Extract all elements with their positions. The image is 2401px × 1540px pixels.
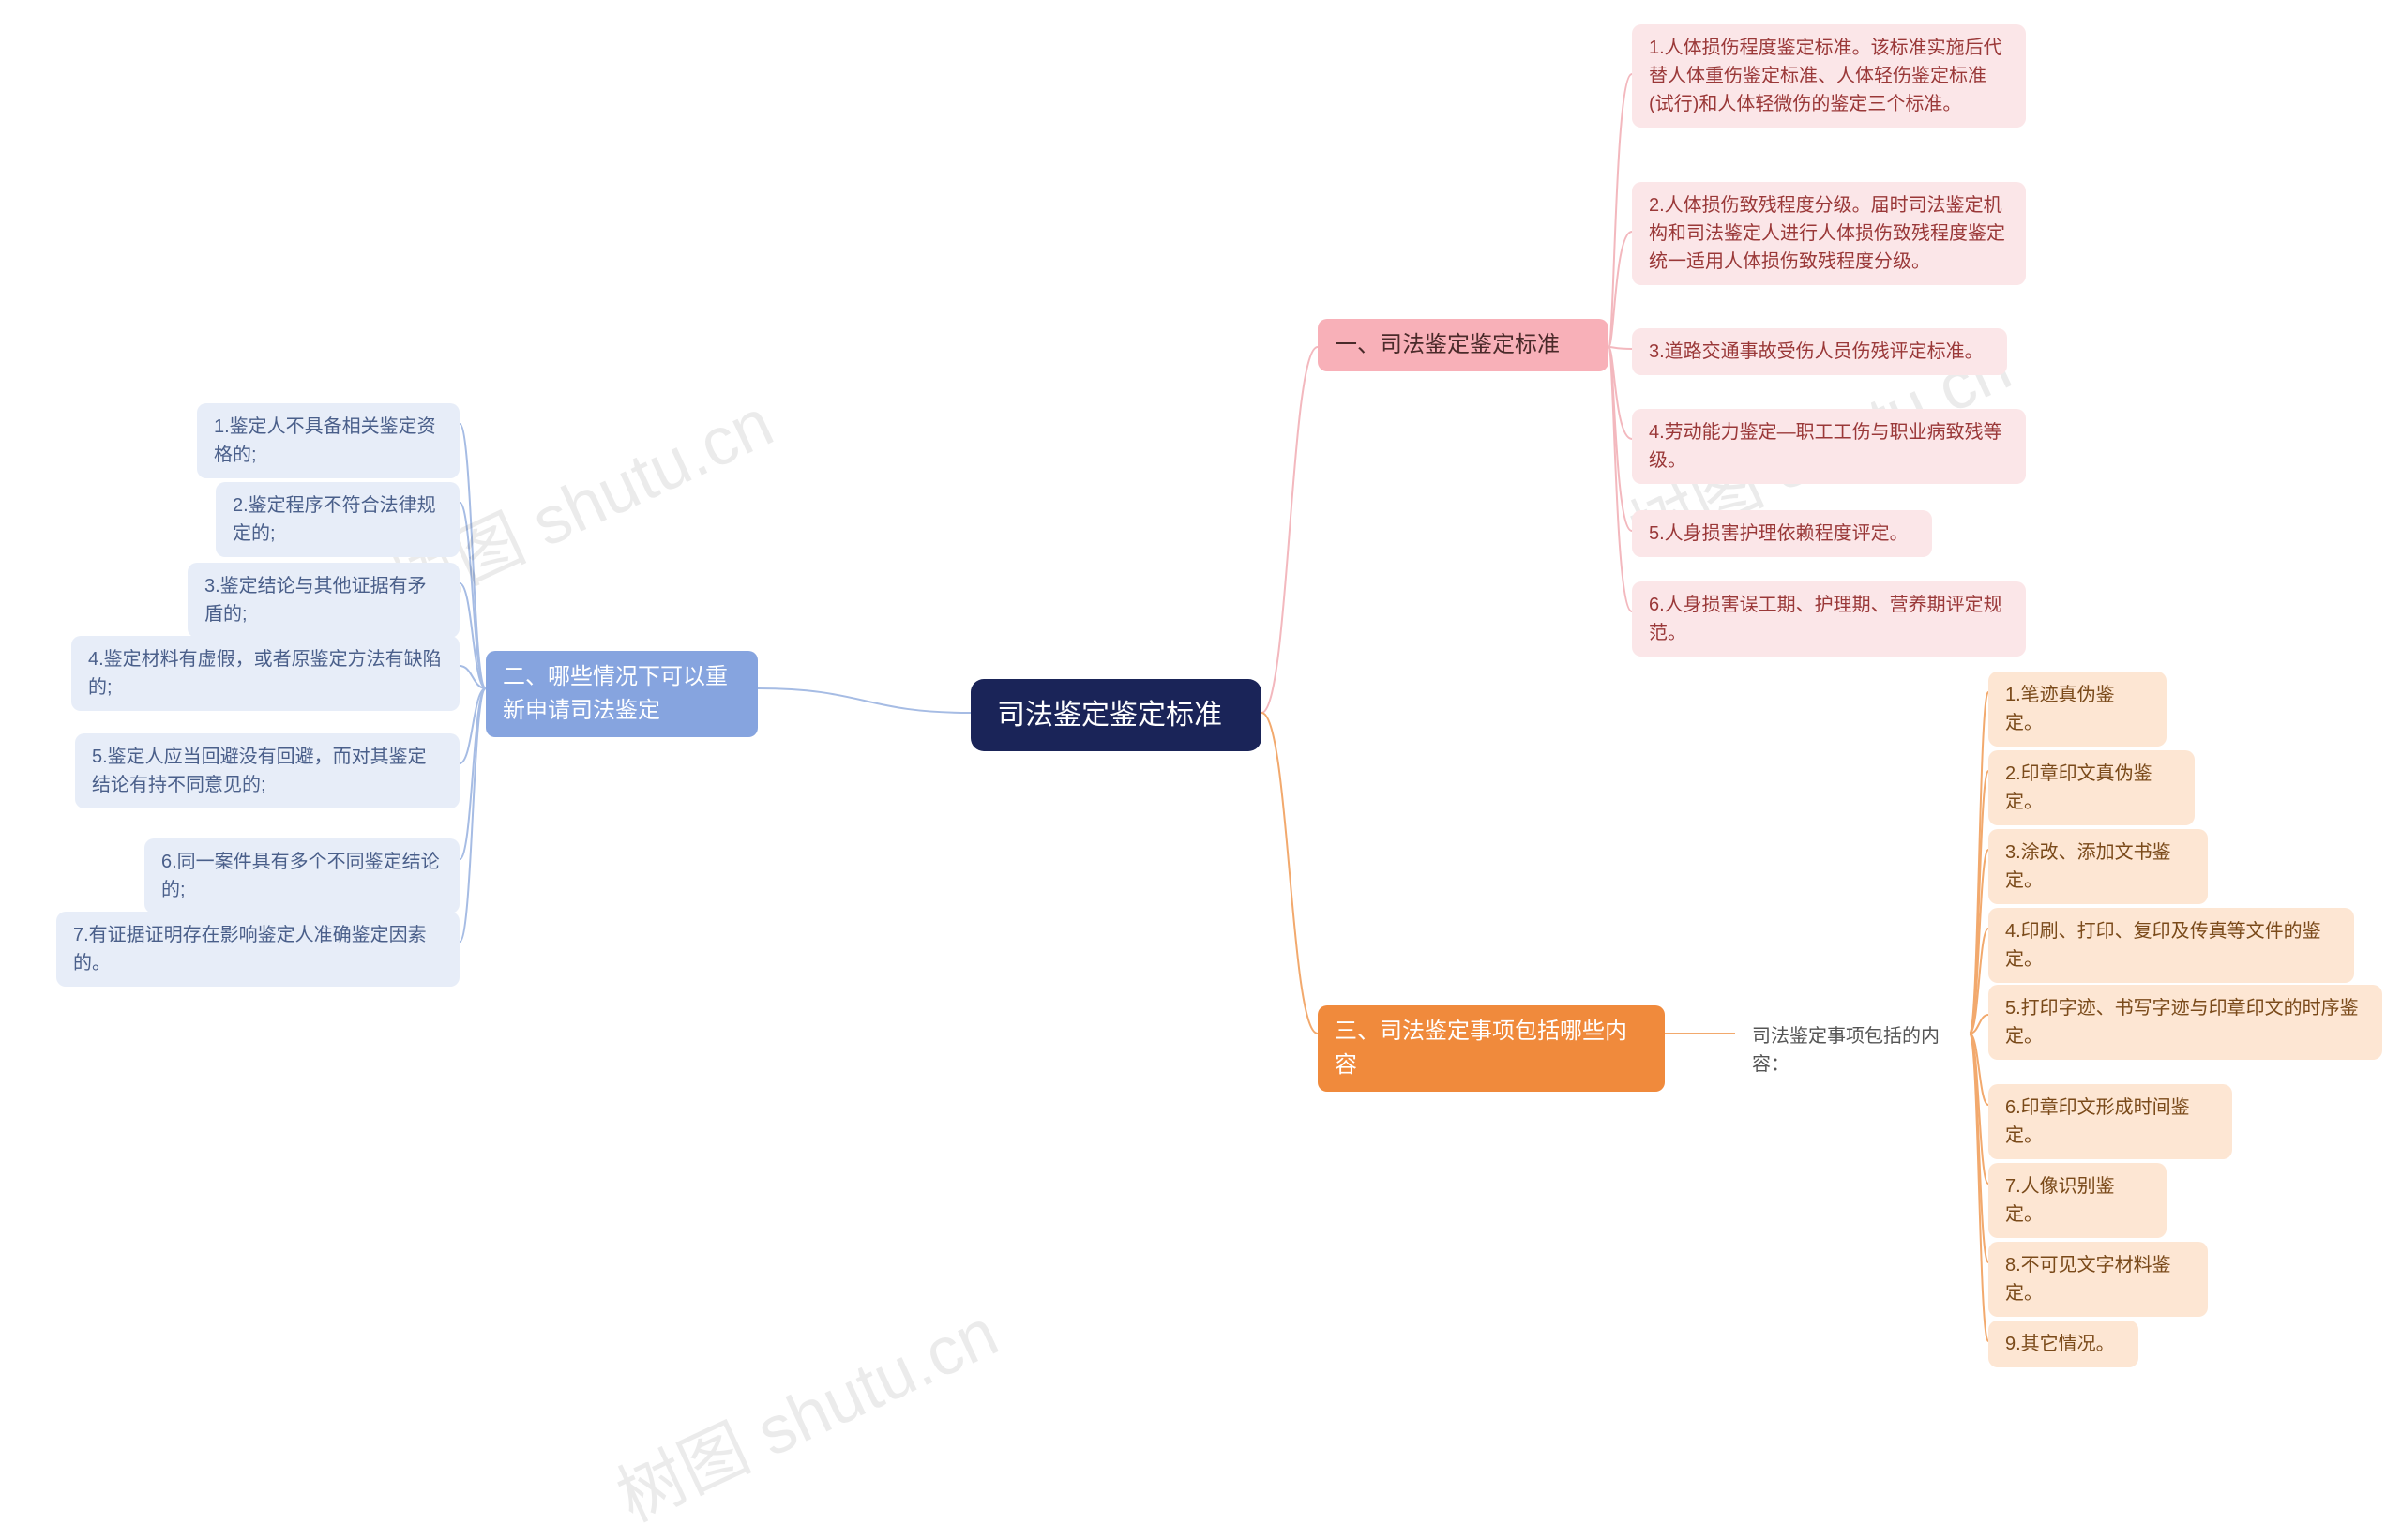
branch-2-leaf: 2.鉴定程序不符合法律规定的; xyxy=(216,482,460,557)
branch-2-leaf: 6.同一案件具有多个不同鉴定结论的; xyxy=(144,838,460,913)
branch-1-leaf: 4.劳动能力鉴定—职工工伤与职业病致残等级。 xyxy=(1632,409,2026,484)
branch-3-leaf: 5.打印字迹、书写字迹与印章印文的时序鉴定。 xyxy=(1988,985,2382,1060)
branch-3-leaf: 1.笔迹真伪鉴定。 xyxy=(1988,672,2167,747)
branch-2-leaf: 7.有证据证明存在影响鉴定人准确鉴定因素的。 xyxy=(56,912,460,987)
branch-1-leaf: 3.道路交通事故受伤人员伤残评定标准。 xyxy=(1632,328,2007,375)
branch-1-node: 一、司法鉴定鉴定标准 xyxy=(1318,319,1608,371)
branch-3-leaf: 8.不可见文字材料鉴定。 xyxy=(1988,1242,2208,1317)
branch-3-leaf: 7.人像识别鉴定。 xyxy=(1988,1163,2167,1238)
watermark: 树图 shutu.cn xyxy=(598,1278,1011,1540)
branch-3-leaf: 9.其它情况。 xyxy=(1988,1321,2138,1367)
branch-2-leaf: 5.鉴定人应当回避没有回避，而对其鉴定结论有持不同意见的; xyxy=(75,733,460,808)
branch-3-leaf: 6.印章印文形成时间鉴定。 xyxy=(1988,1084,2232,1159)
branch-2-node: 二、哪些情况下可以重新申请司法鉴定 xyxy=(486,651,758,737)
branch-1-leaf: 2.人体损伤致残程度分级。届时司法鉴定机构和司法鉴定人进行人体损伤致残程度鉴定统… xyxy=(1632,182,2026,285)
branch-2-leaf: 4.鉴定材料有虚假，或者原鉴定方法有缺陷的; xyxy=(71,636,460,711)
branch-3-leaf: 3.涂改、添加文书鉴定。 xyxy=(1988,829,2208,904)
branch-3-node: 三、司法鉴定事项包括哪些内容 xyxy=(1318,1005,1665,1092)
branch-1-leaf: 1.人体损伤程度鉴定标准。该标准实施后代替人体重伤鉴定标准、人体轻伤鉴定标准(试… xyxy=(1632,24,2026,128)
branch-1-leaf: 5.人身损害护理依赖程度评定。 xyxy=(1632,510,1932,557)
root-node: 司法鉴定鉴定标准 xyxy=(971,679,1261,751)
branch-3-leaf: 4.印刷、打印、复印及传真等文件的鉴定。 xyxy=(1988,908,2354,983)
branch-3-mid-node: 司法鉴定事项包括的内容： xyxy=(1735,1013,1970,1088)
branch-2-leaf: 1.鉴定人不具备相关鉴定资格的; xyxy=(197,403,460,478)
branch-2-leaf: 3.鉴定结论与其他证据有矛盾的; xyxy=(188,563,460,638)
branch-3-leaf: 2.印章印文真伪鉴定。 xyxy=(1988,750,2195,825)
branch-1-leaf: 6.人身损害误工期、护理期、营养期评定规范。 xyxy=(1632,581,2026,657)
